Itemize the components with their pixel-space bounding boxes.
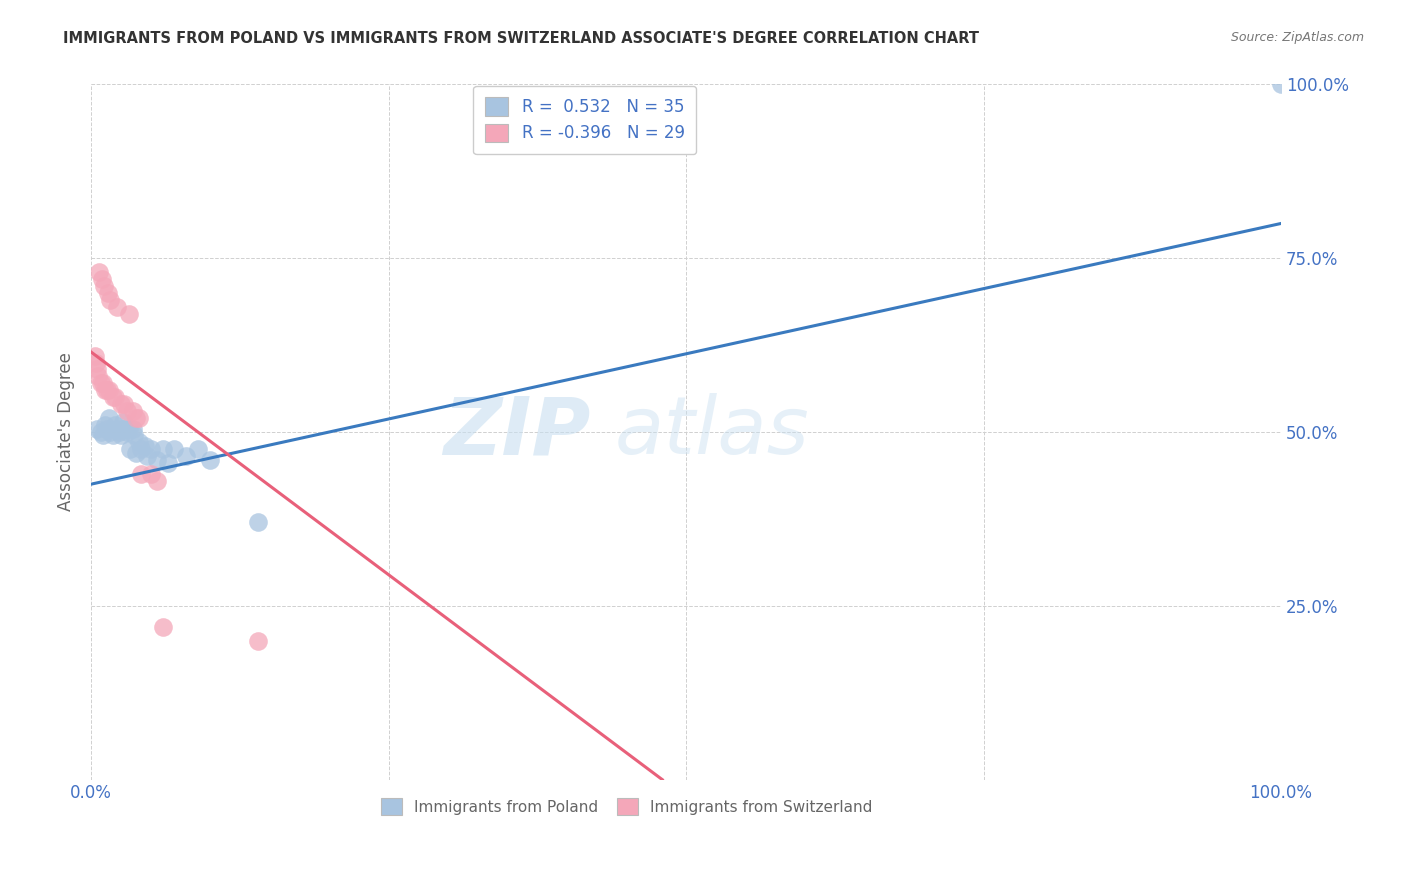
Point (115, 404, 138, 418)
Point (121, 404, 143, 418)
Point (128, 435, 150, 450)
Point (105, 421, 128, 435)
Point (87, 369, 110, 384)
Point (128, 411, 150, 425)
Point (83, 349, 105, 363)
Point (101, 428, 124, 442)
Point (115, 425, 138, 439)
Point (246, 516, 269, 530)
Point (96, 421, 118, 435)
Point (114, 397, 136, 411)
Text: atlas: atlas (614, 393, 810, 471)
Point (110, 397, 132, 411)
Point (145, 474, 167, 488)
Point (91, 428, 114, 442)
Point (94, 418, 117, 433)
Point (101, 390, 124, 404)
Point (90, 425, 112, 439)
Point (129, 467, 152, 481)
Point (98, 425, 121, 439)
Point (122, 428, 145, 442)
Point (84, 355, 107, 369)
Point (176, 450, 198, 464)
Y-axis label: Associate's Degree: Associate's Degree (58, 352, 75, 511)
Point (105, 300, 128, 314)
Point (125, 411, 148, 425)
Point (104, 418, 127, 433)
Point (110, 428, 132, 442)
Point (98, 411, 121, 425)
Text: Source: ZipAtlas.com: Source: ZipAtlas.com (1230, 31, 1364, 45)
Point (157, 456, 180, 470)
Text: IMMIGRANTS FROM POLAND VS IMMIGRANTS FROM SWITZERLAND ASSOCIATE'S DEGREE CORRELA: IMMIGRANTS FROM POLAND VS IMMIGRANTS FRO… (63, 31, 979, 46)
Point (152, 620, 174, 634)
Point (111, 421, 134, 435)
Point (152, 442, 174, 457)
Point (125, 446, 148, 460)
Point (90, 272, 112, 286)
Point (96, 384, 118, 398)
Point (139, 442, 162, 457)
Point (86, 362, 108, 376)
Point (1270, 78, 1292, 92)
Point (98, 384, 121, 398)
Point (91, 376, 114, 391)
Point (107, 425, 129, 439)
Point (198, 453, 221, 467)
Point (246, 633, 269, 648)
Point (121, 421, 143, 435)
Point (129, 442, 152, 457)
Point (136, 450, 159, 464)
Point (118, 421, 141, 435)
Point (163, 442, 186, 457)
Point (94, 384, 117, 398)
Text: ZIP: ZIP (443, 393, 591, 471)
Point (114, 421, 136, 435)
Point (145, 453, 167, 467)
Point (97, 285, 120, 300)
Point (93, 279, 115, 293)
Point (89, 265, 111, 279)
Point (98, 293, 121, 307)
Point (104, 390, 127, 404)
Point (112, 415, 135, 429)
Point (187, 442, 209, 457)
Point (90, 376, 112, 391)
Point (134, 439, 156, 453)
Point (120, 442, 142, 457)
Point (118, 307, 141, 321)
Point (139, 467, 162, 481)
Legend: Immigrants from Poland, Immigrants from Switzerland: Immigrants from Poland, Immigrants from … (371, 789, 882, 824)
Point (86, 421, 108, 435)
